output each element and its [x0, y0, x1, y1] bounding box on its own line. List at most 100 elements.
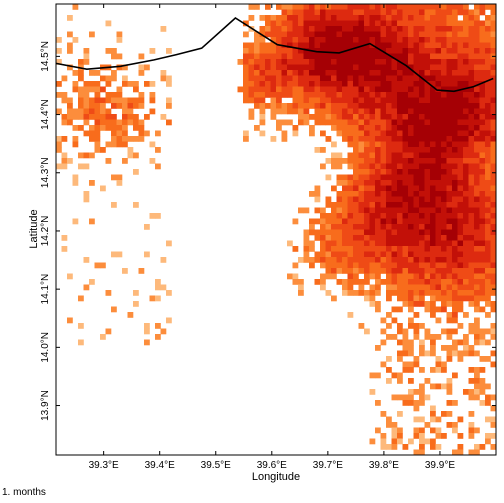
raster-cell: [380, 158, 387, 164]
raster-cell: [369, 163, 376, 170]
raster-cell: [419, 4, 425, 10]
raster-cell: [391, 130, 398, 137]
raster-cell: [452, 42, 458, 49]
raster-cell: [270, 15, 277, 21]
raster-cell: [386, 152, 392, 159]
raster-cell: [375, 158, 381, 164]
raster-cell: [485, 15, 491, 21]
raster-cell: [413, 130, 420, 137]
raster-cell: [331, 108, 337, 115]
raster-cell: [485, 103, 491, 109]
raster-cell: [452, 312, 458, 318]
raster-cell: [463, 191, 469, 197]
raster-cell: [94, 108, 101, 115]
raster-cell: [331, 75, 337, 82]
raster-cell: [463, 31, 469, 38]
raster-cell: [78, 125, 84, 131]
raster-cell: [369, 229, 376, 236]
raster-cell: [452, 147, 458, 153]
raster-cell: [265, 48, 271, 54]
y-tick-label: 14.1°N: [40, 274, 51, 305]
raster-cell: [292, 20, 299, 27]
x-tick-label: 39.9°E: [425, 460, 455, 471]
raster-cell: [116, 136, 123, 142]
raster-cell: [397, 339, 403, 346]
raster-cell: [397, 37, 403, 43]
raster-cell: [331, 125, 337, 131]
raster-cell: [463, 103, 469, 109]
raster-cell: [430, 416, 436, 423]
raster-cell: [116, 125, 123, 131]
raster-cell: [342, 290, 348, 296]
raster-cell: [166, 317, 172, 324]
raster-cell: [386, 295, 392, 302]
raster-cell: [336, 257, 343, 263]
raster-cell: [336, 251, 343, 258]
raster-cell: [457, 31, 464, 38]
raster-cell: [430, 86, 436, 93]
raster-cell: [485, 273, 491, 280]
raster-cell: [369, 169, 376, 175]
raster-cell: [457, 350, 464, 357]
raster-cell: [127, 97, 134, 104]
raster-cell: [402, 130, 409, 137]
raster-cell: [446, 48, 453, 54]
raster-cell: [67, 114, 73, 120]
raster-cell: [347, 119, 354, 126]
raster-cell: [380, 97, 387, 104]
raster-cell: [397, 433, 403, 439]
raster-cell: [441, 37, 447, 43]
raster-cell: [116, 86, 123, 93]
raster-cell: [446, 268, 453, 274]
raster-cell: [485, 196, 491, 203]
raster-cell: [155, 213, 161, 219]
raster-cell: [358, 53, 365, 60]
raster-cell: [424, 103, 431, 109]
raster-cell: [490, 75, 497, 82]
raster-cell: [479, 273, 486, 280]
raster-cell: [386, 26, 392, 32]
raster-cell: [265, 75, 271, 82]
raster-cell: [490, 416, 497, 423]
raster-cell: [474, 328, 480, 335]
raster-cell: [320, 92, 326, 98]
raster-cell: [149, 108, 156, 115]
raster-cell: [391, 433, 398, 439]
raster-cell: [380, 257, 387, 263]
raster-cell: [369, 48, 376, 54]
raster-cell: [408, 4, 414, 10]
raster-cell: [353, 207, 359, 214]
raster-cell: [364, 224, 370, 230]
raster-cell: [441, 53, 447, 60]
raster-cell: [353, 114, 359, 120]
raster-cell: [413, 48, 420, 54]
raster-cell: [441, 383, 447, 390]
raster-cell: [413, 218, 420, 225]
raster-cell: [441, 75, 447, 82]
raster-cell: [457, 444, 464, 450]
raster-cell: [391, 180, 398, 186]
raster-cell: [89, 97, 95, 104]
raster-cell: [430, 147, 436, 153]
raster-cell: [309, 125, 315, 131]
raster-cell: [408, 130, 414, 137]
raster-cell: [463, 20, 469, 27]
raster-cell: [424, 15, 431, 21]
raster-cell: [364, 53, 370, 60]
raster-cell: [336, 48, 343, 54]
raster-cell: [441, 92, 447, 98]
raster-cell: [61, 235, 68, 241]
raster-cell: [408, 438, 414, 445]
raster-cell: [441, 108, 447, 115]
raster-cell: [397, 411, 403, 417]
raster-cell: [375, 180, 381, 186]
raster-cell: [375, 301, 381, 307]
raster-cell: [353, 42, 359, 49]
raster-cell: [303, 59, 310, 65]
raster-cell: [386, 48, 392, 54]
raster-cell: [276, 125, 282, 131]
raster-cell: [331, 9, 337, 16]
raster-cell: [380, 202, 387, 208]
raster-cell: [342, 26, 348, 32]
raster-cell: [303, 81, 310, 87]
